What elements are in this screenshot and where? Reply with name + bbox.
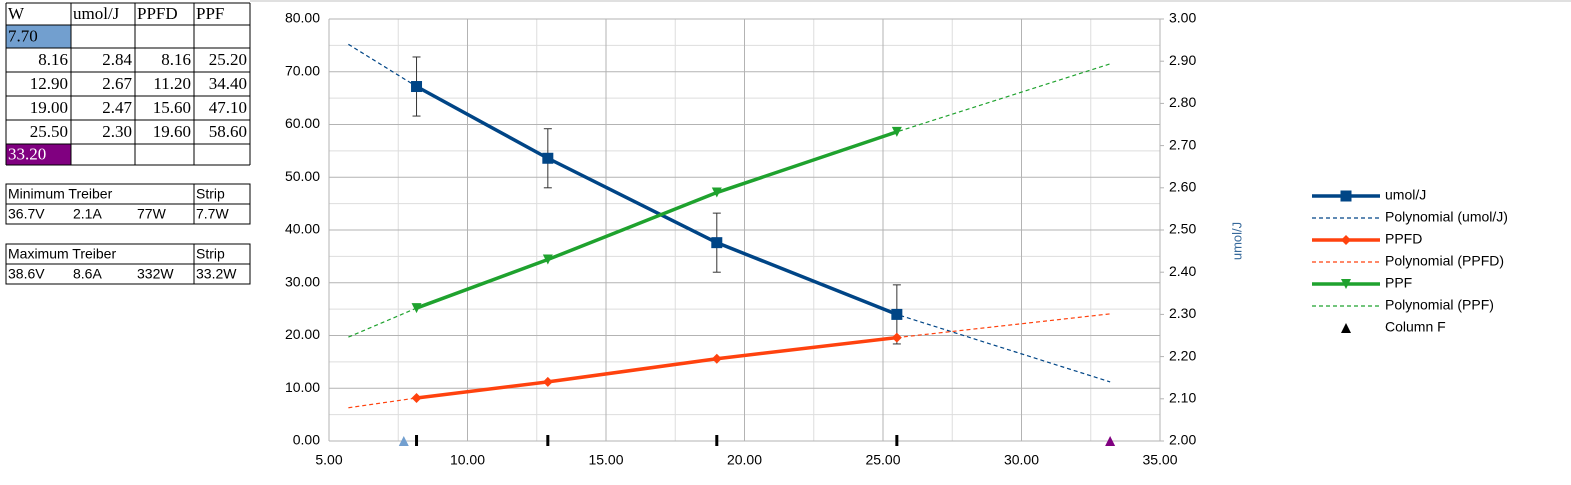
table-cell: 47.10 — [209, 98, 247, 117]
marker — [546, 435, 550, 446]
marker — [891, 126, 902, 137]
table-cell: 19.60 — [153, 122, 191, 141]
box-value: 33.2W — [196, 266, 237, 282]
table-cell: 34.40 — [209, 74, 247, 93]
y2-tick-label: 2.60 — [1169, 179, 1196, 195]
column-header: umol/J — [73, 4, 120, 23]
marker — [1340, 190, 1352, 202]
y-tick-label: 50.00 — [285, 168, 320, 184]
box-title: Strip — [196, 186, 225, 202]
y2-tick-label: 2.20 — [1169, 347, 1196, 363]
marker — [1105, 436, 1116, 446]
x-tick-label: 10.00 — [450, 452, 485, 468]
y2-tick-label: 2.00 — [1169, 432, 1196, 448]
marker — [398, 436, 409, 446]
x-tick-label: 35.00 — [1142, 452, 1177, 468]
y-tick-label: 70.00 — [285, 62, 320, 78]
y2-tick-label: 2.50 — [1169, 221, 1196, 237]
y2-tick-label: 2.70 — [1169, 136, 1196, 152]
y2-tick-label: 2.30 — [1169, 305, 1196, 321]
marker — [411, 392, 422, 403]
box-title: Maximum Treiber — [8, 246, 116, 262]
x-tick-label: 20.00 — [727, 452, 762, 468]
table-cell: 2.47 — [102, 98, 132, 117]
y-tick-label: 20.00 — [285, 326, 320, 342]
y-tick-label: 40.00 — [285, 221, 320, 237]
y-tick-label: 10.00 — [285, 379, 320, 395]
box-title: Strip — [196, 246, 225, 262]
marker — [1341, 279, 1351, 289]
y2-tick-label: 2.80 — [1169, 94, 1196, 110]
marker — [415, 435, 419, 446]
table-cell: 25.20 — [209, 50, 247, 69]
marker — [715, 435, 719, 446]
box-value: 8.6A — [73, 266, 102, 282]
table-cell: 58.60 — [209, 122, 247, 141]
legend-label: PPFD — [1385, 231, 1422, 247]
box-value: 36.7V — [8, 206, 45, 222]
box-value: 7.7W — [196, 206, 229, 222]
box-title: Minimum Treiber — [8, 186, 113, 202]
table-cell: 7.70 — [8, 26, 38, 45]
y-tick-label: 30.00 — [285, 273, 320, 289]
legend-label: PPF — [1385, 275, 1412, 291]
table-cell: 25.50 — [30, 122, 68, 141]
y-tick-label: 60.00 — [285, 115, 320, 131]
y2-tick-label: 2.10 — [1169, 390, 1196, 406]
marker — [711, 237, 723, 249]
table-cell: 8.16 — [161, 50, 191, 69]
table-cell: 33.20 — [8, 144, 46, 163]
column-header: PPFD — [137, 4, 178, 23]
trendline — [348, 43, 1111, 383]
trendline — [348, 63, 1111, 338]
box-value: 2.1A — [73, 206, 102, 222]
marker — [895, 435, 899, 446]
table-cell: 12.90 — [30, 74, 68, 93]
chart: 5.00 10.00 15.00 20.00 25.00 30.00 35.00 0.00 10… — [285, 10, 1508, 468]
y2-tick-label: 3.00 — [1169, 10, 1196, 26]
column-header: W — [8, 4, 25, 23]
box-value: 332W — [137, 266, 174, 282]
marker — [891, 332, 902, 343]
legend-label: Polynomial (PPFD) — [1385, 253, 1504, 269]
table-cell: 2.30 — [102, 122, 132, 141]
legend-label: Polynomial (PPF) — [1385, 297, 1494, 313]
table-cell: 15.60 — [153, 98, 191, 117]
marker — [542, 254, 553, 265]
table-cell: 19.00 — [30, 98, 68, 117]
x-tick-label: 5.00 — [315, 452, 342, 468]
marker — [1341, 323, 1351, 333]
legend-label: Column F — [1385, 319, 1446, 335]
cell-highlight — [6, 144, 71, 165]
y2-axis-title: umol/J — [1229, 222, 1244, 260]
marker — [411, 303, 422, 314]
cell-highlight — [6, 25, 71, 48]
box-value: 77W — [137, 206, 167, 222]
y2-tick-label: 2.90 — [1169, 52, 1196, 68]
y-tick-label: 80.00 — [285, 10, 320, 26]
column-header: PPF — [196, 4, 224, 23]
table-cell: 11.20 — [153, 74, 191, 93]
y-tick-label: 0.00 — [293, 432, 320, 448]
x-tick-label: 30.00 — [1004, 452, 1039, 468]
y2-tick-label: 2.40 — [1169, 263, 1196, 279]
table-cell: 2.67 — [102, 74, 132, 93]
box-value: 38.6V — [8, 266, 45, 282]
table-cell: 8.16 — [38, 50, 68, 69]
table-cell: 2.84 — [102, 50, 132, 69]
legend-label: Polynomial (umol/J) — [1385, 209, 1508, 225]
legend-label: umol/J — [1385, 187, 1426, 203]
x-tick-label: 25.00 — [865, 452, 900, 468]
trendline — [348, 313, 1111, 409]
marker — [542, 152, 554, 164]
x-tick-label: 15.00 — [588, 452, 623, 468]
marker — [542, 376, 553, 387]
marker — [1341, 235, 1351, 245]
